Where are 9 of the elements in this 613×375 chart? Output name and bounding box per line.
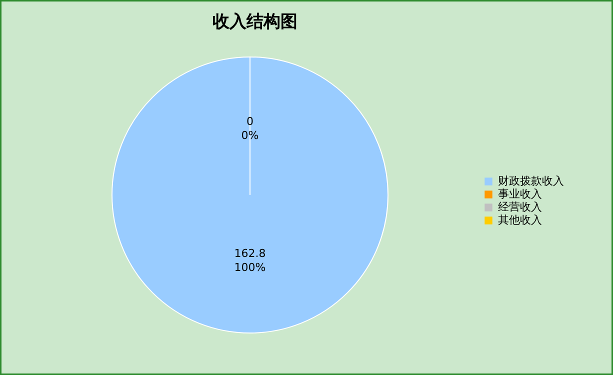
text: 100% [234, 261, 266, 274]
legend-label: 经营收入 [498, 200, 542, 214]
text: 0% [241, 128, 259, 142]
legend-label: 事业收入 [498, 188, 542, 200]
chart-title: 收入结构图 [212, 12, 298, 32]
legend-label: 其他收入 [498, 214, 542, 226]
data-label: 162.8 [234, 247, 266, 260]
legend-label: 财政拨款收入 [498, 174, 564, 188]
text: 0 [246, 114, 254, 128]
